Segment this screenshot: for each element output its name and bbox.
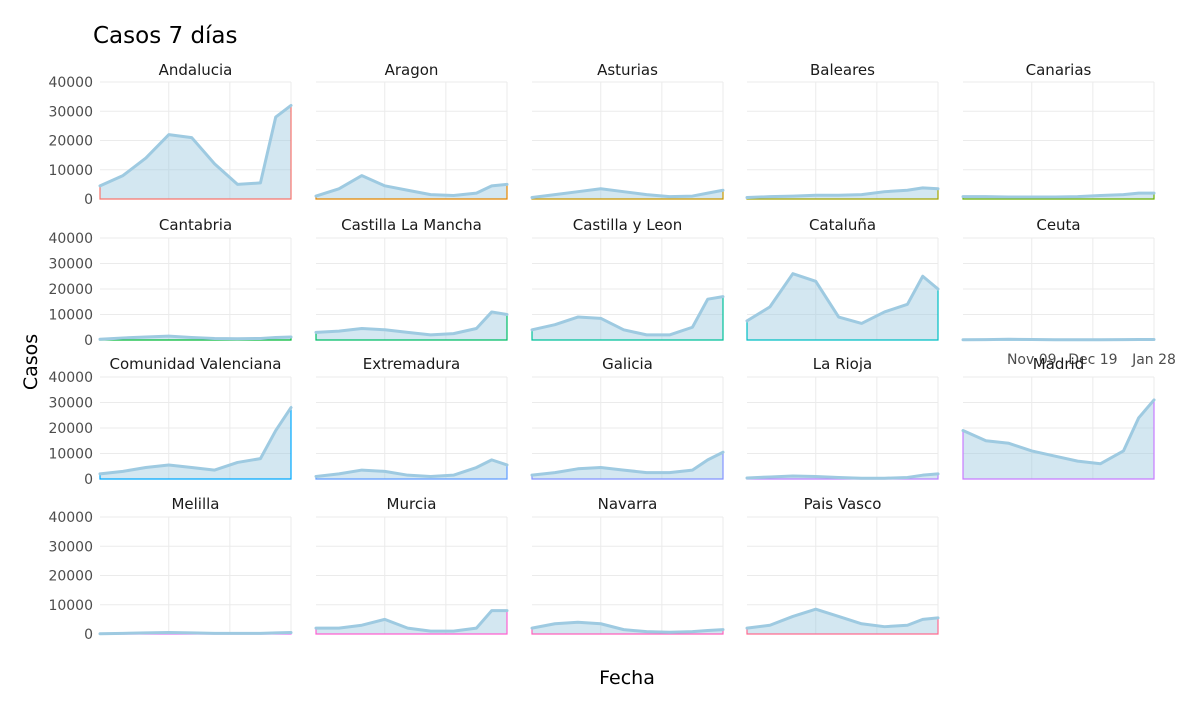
y-tick-label: 30000 bbox=[48, 257, 93, 273]
facet-panel: Ceuta Nov 09 Dec 19 Jan 28 bbox=[961, 216, 1176, 368]
y-axis-title: Casos bbox=[20, 334, 42, 390]
area-cataluña bbox=[746, 272, 939, 341]
facet-title: Canarias bbox=[1026, 61, 1092, 79]
y-tick-label: 0 bbox=[84, 627, 93, 643]
y-tick-label: 30000 bbox=[48, 396, 93, 412]
series-line bbox=[530, 450, 725, 477]
facet-panel: Galicia bbox=[530, 355, 725, 480]
facet-title: Ceuta bbox=[1036, 216, 1080, 234]
series-line bbox=[314, 174, 509, 198]
series-line bbox=[745, 472, 940, 480]
y-tick-label: 40000 bbox=[48, 510, 93, 526]
y-tick-label: 20000 bbox=[48, 282, 93, 298]
series-line bbox=[961, 398, 1156, 466]
facet-panel: Murcia bbox=[314, 495, 509, 635]
area-aragon bbox=[315, 174, 508, 200]
series-line bbox=[530, 295, 725, 337]
series-line bbox=[745, 186, 940, 200]
facet-title: Asturias bbox=[597, 61, 658, 79]
series-line bbox=[314, 458, 509, 478]
facet-panel: Extremadura bbox=[314, 355, 509, 480]
facet-title: Baleares bbox=[810, 61, 875, 79]
facet-panel: Comunidad Valenciana 0 10000 20000 30000 4000… bbox=[48, 355, 293, 488]
area-madrid bbox=[962, 398, 1155, 480]
series-line bbox=[98, 631, 293, 636]
facet-title: Cantabria bbox=[159, 216, 232, 234]
x-tick-label: Jan 28 bbox=[1131, 352, 1176, 368]
facet-panel: Cataluña bbox=[745, 216, 940, 341]
facet-panel: Asturias bbox=[530, 61, 725, 200]
facet-panel: Castilla y Leon bbox=[530, 216, 725, 341]
facet-panel: Pais Vasco bbox=[745, 495, 940, 635]
y-tick-label: 30000 bbox=[48, 539, 93, 555]
facet-title: Castilla La Mancha bbox=[341, 216, 482, 234]
y-tick-label: 20000 bbox=[48, 569, 93, 585]
series-line bbox=[745, 607, 940, 630]
area-castilla-y-leon bbox=[531, 295, 724, 341]
series-line bbox=[530, 620, 725, 634]
facet-panel: Aragon bbox=[314, 61, 509, 200]
y-tick-label: 10000 bbox=[48, 308, 93, 324]
series-line bbox=[98, 334, 293, 341]
facet-title: La Rioja bbox=[813, 355, 872, 373]
y-tick-label: 40000 bbox=[48, 231, 93, 247]
y-tick-label: 40000 bbox=[48, 75, 93, 91]
facet-panel: Madrid bbox=[961, 355, 1156, 480]
facet-title: Andalucia bbox=[159, 61, 233, 79]
series-line bbox=[530, 187, 725, 200]
y-tick-label: 20000 bbox=[48, 421, 93, 437]
y-tick-label: 10000 bbox=[48, 598, 93, 614]
facet-title: Pais Vasco bbox=[804, 495, 882, 513]
area-andalucia bbox=[99, 104, 292, 200]
facet-title: Cataluña bbox=[809, 216, 876, 234]
series-line bbox=[745, 272, 940, 325]
x-axis-title: Fecha bbox=[599, 667, 655, 689]
y-tick-label: 0 bbox=[84, 472, 93, 488]
y-tick-label: 0 bbox=[84, 333, 93, 349]
facet-title: Castilla y Leon bbox=[573, 216, 682, 234]
y-tick-label: 40000 bbox=[48, 370, 93, 386]
y-tick-label: 20000 bbox=[48, 134, 93, 150]
facet-title: Melilla bbox=[171, 495, 219, 513]
series-line bbox=[961, 191, 1156, 199]
facet-panel: La Rioja bbox=[745, 355, 940, 480]
series-line bbox=[98, 103, 293, 188]
area-murcia bbox=[315, 610, 508, 635]
facet-title: Aragon bbox=[385, 61, 439, 79]
series-line bbox=[314, 609, 509, 633]
y-tick-label: 10000 bbox=[48, 163, 93, 179]
facet-title: Navarra bbox=[598, 495, 658, 513]
y-tick-label: 30000 bbox=[48, 104, 93, 120]
facet-panel: Baleares bbox=[745, 61, 940, 200]
y-tick-label: 10000 bbox=[48, 447, 93, 463]
facet-panel: Andalucia 0 10000 20000 30000 40000 bbox=[48, 61, 293, 208]
facet-title: Extremadura bbox=[363, 355, 461, 373]
facet-panel: Navarra bbox=[530, 495, 725, 635]
facet-title: Galicia bbox=[602, 355, 653, 373]
facet-panel: Castilla La Mancha bbox=[314, 216, 509, 341]
series-line bbox=[961, 337, 1156, 342]
x-tick-label: Dec 19 bbox=[1068, 352, 1117, 368]
facet-panel: Canarias bbox=[961, 61, 1156, 200]
series-line bbox=[98, 406, 293, 476]
facet-panel: Melilla 0 10000 20000 30000 40000 bbox=[48, 495, 293, 643]
facet-title: Murcia bbox=[387, 495, 437, 513]
facet-title: Madrid bbox=[1033, 355, 1085, 373]
facet-panel: Cantabria 0 10000 20000 30000 40000 bbox=[48, 216, 293, 349]
area-galicia bbox=[531, 451, 724, 480]
facet-title: Comunidad Valenciana bbox=[110, 355, 282, 373]
series-line bbox=[314, 310, 509, 337]
facet-panels: Andalucia 0 10000 20000 30000 40000 Aragon Astu… bbox=[48, 61, 1175, 643]
chart-title: Casos 7 días bbox=[93, 23, 238, 49]
y-tick-label: 0 bbox=[84, 192, 93, 208]
x-tick-label: Nov 09 bbox=[1007, 352, 1057, 368]
